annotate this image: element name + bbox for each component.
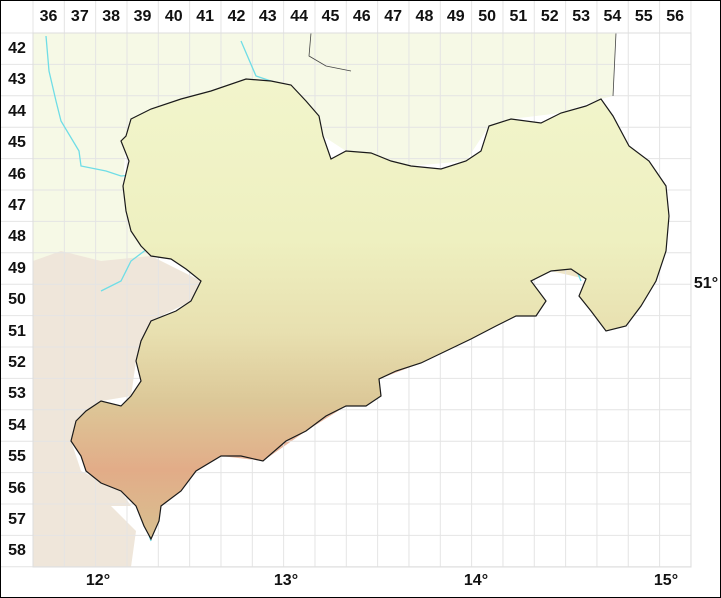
column-label: 36 — [39, 8, 58, 25]
column-label: 42 — [227, 8, 246, 25]
row-label: 57 — [8, 511, 26, 528]
column-label: 51 — [509, 8, 528, 25]
row-label: 44 — [8, 102, 26, 120]
river-saale — [45, 35, 157, 292]
column-label: 37 — [70, 8, 89, 25]
column-label: 54 — [603, 8, 622, 25]
row-label: 52 — [8, 354, 26, 371]
column-label: 45 — [321, 8, 340, 25]
longitude-label: 13° — [273, 572, 299, 589]
column-label: 39 — [133, 8, 152, 25]
row-label: 43 — [8, 71, 26, 89]
row-label: 54 — [8, 416, 26, 434]
column-label: 46 — [352, 8, 371, 25]
row-label: 56 — [8, 479, 26, 497]
column-label: 40 — [164, 8, 183, 25]
latitude-label: 51° — [693, 275, 719, 292]
row-label: 48 — [8, 228, 26, 246]
outside-north-region — [33, 33, 616, 471]
column-label: 38 — [102, 8, 121, 25]
row-label: 51 — [8, 322, 26, 340]
longitude-label: 12° — [85, 572, 111, 589]
outside-southwest-region — [33, 251, 201, 567]
column-label: 43 — [258, 8, 277, 25]
longitude-label: 14° — [463, 572, 489, 589]
column-label: 56 — [666, 8, 684, 25]
row-label: 46 — [8, 165, 26, 183]
longitude-label: 15° — [653, 572, 679, 589]
column-label: 49 — [446, 8, 465, 25]
column-label: 53 — [572, 8, 590, 25]
row-label: 45 — [8, 134, 26, 152]
row-label: 50 — [8, 291, 26, 309]
row-label: 47 — [8, 197, 26, 214]
row-label: 42 — [8, 40, 26, 57]
column-label: 44 — [290, 8, 309, 25]
row-label: 53 — [8, 385, 26, 403]
column-label: 55 — [634, 8, 653, 25]
row-label: 58 — [8, 542, 26, 560]
outer-boundary — [308, 32, 617, 97]
column-label: 47 — [384, 8, 403, 25]
column-label: 41 — [196, 8, 215, 25]
row-label: 55 — [8, 448, 26, 466]
column-label: 52 — [540, 8, 559, 25]
row-label: 49 — [8, 259, 26, 277]
column-label: 48 — [415, 8, 434, 25]
column-label: 50 — [478, 8, 496, 25]
